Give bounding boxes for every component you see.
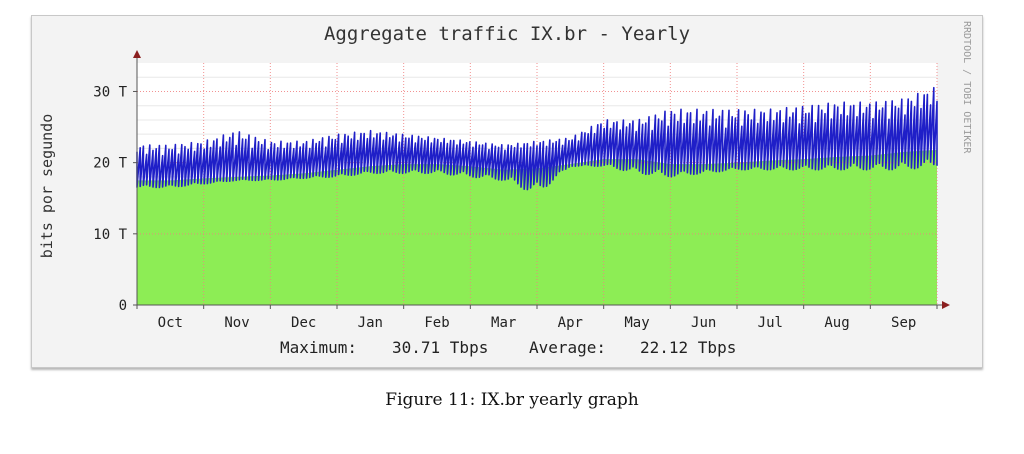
x-tick-label: Mar [491,315,516,331]
x-tick-label: Jun [691,315,716,331]
y-tick-label: 30 T [93,84,127,100]
maximum-label: Maximum: [280,338,357,357]
x-tick-label: Sep [891,315,916,331]
y-ticks: 0 10 T 20 T 30 T [93,84,137,314]
x-tick-label: Jul [758,315,783,331]
x-tick-label: Jan [358,315,383,331]
figure-caption: Figure 11: IX.br yearly graph [385,390,639,410]
average-label: Average: [529,338,606,357]
y-tick-label: 10 T [93,227,127,243]
y-tick-label: 20 T [93,156,127,172]
summary-line: Maximum: 30.71 Tbps Average: 22.12 Tbps [280,338,736,357]
average-area-path [137,149,937,305]
x-ticks: Oct Nov Dec Jan Feb Mar Apr May Jun Jul Aug Sep [136,305,938,331]
y-axis-label: bits por segundo [38,114,56,259]
chart-title: Aggregate traffic IX.br - Yearly [324,23,690,45]
maximum-value: 30.71 Tbps [392,338,488,357]
x-tick-label: Nov [224,315,249,331]
x-axis-arrow [942,301,950,309]
y-tick-label: 0 [119,298,127,314]
traffic-line [136,86,938,191]
average-area [137,149,937,305]
y-axis-arrow [133,50,141,58]
graph-frame: Aggregate traffic IX.br - Yearly bits po… [31,15,983,368]
average-value: 22.12 Tbps [640,338,736,357]
x-tick-label: Aug [824,315,849,331]
x-tick-label: Dec [291,315,316,331]
watermark: RRDTOOL / TOBI OETIKER [961,21,972,154]
traffic-chart: Aggregate traffic IX.br - Yearly bits po… [38,21,972,357]
x-tick-label: Feb [424,315,449,331]
x-tick-label: May [624,315,649,331]
traffic-spikes [136,86,938,191]
x-tick-label: Apr [558,315,583,331]
x-tick-label: Oct [158,315,183,331]
axes [133,50,950,309]
